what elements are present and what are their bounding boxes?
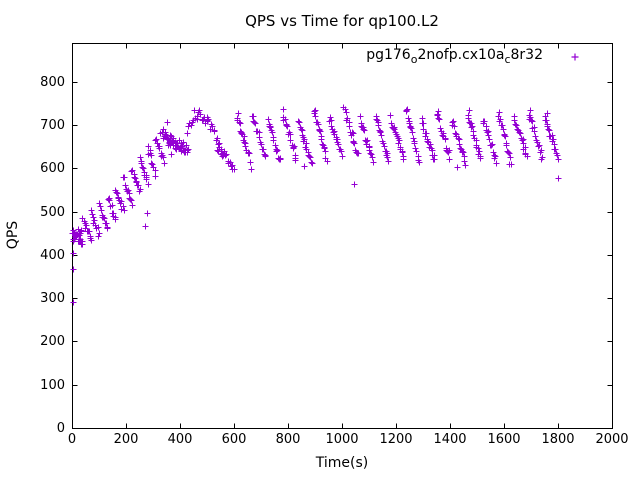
- scatter-series-markers: [69, 104, 562, 306]
- y-tick-label: 600: [40, 161, 65, 176]
- x-tick-label: 600: [221, 432, 247, 447]
- x-axis-label: Time(s): [315, 455, 369, 471]
- x-tick-label: 2000: [595, 432, 629, 447]
- axis-ticks: [72, 43, 613, 429]
- y-tick-label: 400: [40, 248, 65, 263]
- legend-label-part: 2nofp.cx10a: [417, 47, 505, 63]
- legend-label-part: 8r32: [510, 47, 543, 63]
- x-tick-label: 1200: [379, 432, 413, 447]
- y-tick-label: 200: [40, 334, 65, 349]
- legend-label-subscript: o: [410, 52, 418, 66]
- legend-label-subscript: c: [504, 52, 511, 66]
- x-tick-label: 0: [67, 432, 77, 447]
- y-tick-label: 0: [56, 421, 65, 436]
- x-tick-label: 1000: [325, 432, 359, 447]
- x-tick-label: 1600: [487, 432, 521, 447]
- legend-series-label: pg176o2nofp.cx10ac8r32: [283, 46, 543, 66]
- y-tick-label: 100: [40, 378, 65, 393]
- y-tick-label: 700: [40, 118, 65, 133]
- legend-label-part: pg176: [366, 47, 411, 63]
- plot-border: [72, 43, 613, 429]
- y-tick-label: 300: [40, 291, 65, 306]
- x-tick-label: 1400: [433, 432, 467, 447]
- y-tick-label: 500: [40, 205, 65, 220]
- legend-plus-marker-icon: [571, 53, 579, 61]
- x-tick-label: 400: [167, 432, 193, 447]
- x-tick-label: 200: [113, 432, 139, 447]
- chart-title: QPS vs Time for qp100.L2: [245, 12, 439, 30]
- y-tick-label: 800: [40, 75, 65, 90]
- x-tick-label: 800: [275, 432, 301, 447]
- x-tick-label: 1800: [541, 432, 575, 447]
